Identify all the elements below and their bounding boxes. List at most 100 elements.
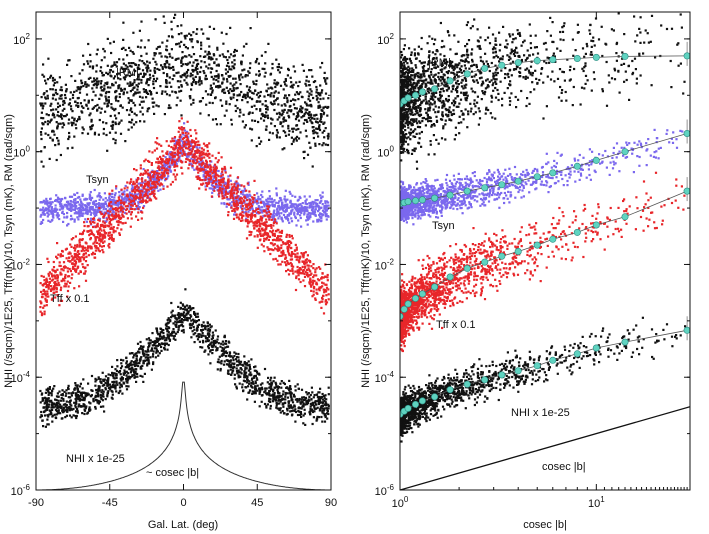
left-data-point (121, 209, 124, 212)
left-data-point (173, 151, 176, 154)
left-data-point (295, 91, 298, 94)
left-data-point (98, 118, 101, 122)
left-data-point (148, 160, 151, 163)
left-data-point (233, 48, 237, 52)
left-data-point (324, 200, 327, 203)
left-data-point (205, 159, 208, 162)
left-data-point (84, 260, 88, 263)
left-data-point (171, 137, 174, 140)
left-data-point (172, 68, 175, 71)
left-data-point (221, 90, 224, 93)
left-data-point (154, 52, 157, 55)
left-data-point (279, 197, 282, 200)
left-data-point (66, 215, 69, 218)
left-data-point (310, 272, 313, 275)
left-data-point (89, 112, 92, 115)
left-data-point (247, 210, 250, 213)
left-data-point (312, 281, 315, 284)
left-data-point (91, 208, 94, 211)
left-data-point (76, 253, 79, 257)
left-data-point (44, 132, 47, 135)
left-data-point (110, 51, 113, 55)
left-data-point (301, 63, 304, 66)
left-data-point (273, 232, 276, 235)
left-data-point (52, 291, 55, 294)
left-data-point (127, 97, 130, 100)
left-data-point (163, 167, 166, 170)
left-data-point (76, 243, 79, 247)
left-data-point (152, 77, 156, 80)
left-data-point (280, 239, 283, 242)
left-data-point (263, 209, 266, 212)
left-data-point (296, 265, 299, 269)
left-data-point (308, 202, 311, 205)
left-data-point (100, 202, 103, 205)
left-data-point (40, 127, 43, 130)
left-data-point (182, 319, 186, 322)
left-data-point (226, 70, 229, 73)
left-data-point (309, 284, 312, 287)
left-data-point (231, 201, 234, 204)
left-data-point (77, 211, 80, 215)
left-data-point (208, 142, 211, 145)
left-data-point (306, 215, 309, 218)
left-data-point (301, 209, 304, 212)
left-data-point (133, 208, 136, 211)
left-data-point (111, 84, 114, 87)
left-data-point (191, 68, 194, 72)
left-data-point (41, 296, 44, 299)
left-data-point (164, 65, 167, 68)
left-data-point (226, 181, 230, 184)
left-data-point (195, 175, 198, 178)
left-data-point (51, 288, 55, 291)
left-data-point (62, 213, 65, 216)
left-data-point (92, 233, 95, 236)
left-data-point (290, 142, 293, 146)
left-data-point (140, 217, 143, 220)
left-data-point (204, 188, 207, 191)
left-data-point (290, 136, 293, 139)
left-data-point (305, 104, 309, 107)
left-data-point (120, 47, 124, 50)
left-data-point (268, 138, 271, 141)
left-data-point (93, 200, 96, 203)
left-data-point (198, 176, 201, 180)
left-data-point (327, 298, 330, 301)
left-data-point (59, 288, 62, 292)
left-data-point (208, 25, 211, 28)
left-data-point (222, 55, 225, 58)
left-data-point (165, 93, 169, 96)
left-data-point (144, 73, 147, 76)
left-data-point (130, 178, 133, 181)
left-data-point (51, 278, 54, 281)
left-data-point (282, 252, 285, 255)
left-data-point (202, 55, 206, 58)
left-data-point (145, 201, 148, 204)
left-data-point (172, 139, 176, 143)
left-data-point (318, 143, 321, 146)
left-data-point (141, 196, 144, 199)
left-data-point (325, 209, 328, 212)
left-data-point (80, 204, 83, 207)
left-data-point (200, 60, 203, 63)
left-data-point (285, 84, 288, 87)
left-data-point (161, 67, 164, 70)
left-data-point (252, 82, 255, 85)
left-data-point (123, 201, 126, 204)
left-data-point (183, 134, 186, 137)
left-data-point (303, 212, 306, 215)
left-data-point (195, 335, 198, 338)
left-data-point (193, 152, 196, 156)
left-data-point (192, 77, 195, 80)
left-data-point (128, 182, 131, 185)
left-data-point (302, 279, 305, 282)
left-data-point (292, 272, 295, 275)
left-data-point (75, 127, 78, 130)
left-data-point (109, 208, 112, 211)
left-data-point (242, 190, 245, 193)
left-data-point (69, 260, 72, 263)
left-data-point (109, 374, 112, 377)
left-data-point (241, 54, 244, 57)
left-data-point (114, 201, 117, 204)
left-data-point (45, 279, 48, 282)
